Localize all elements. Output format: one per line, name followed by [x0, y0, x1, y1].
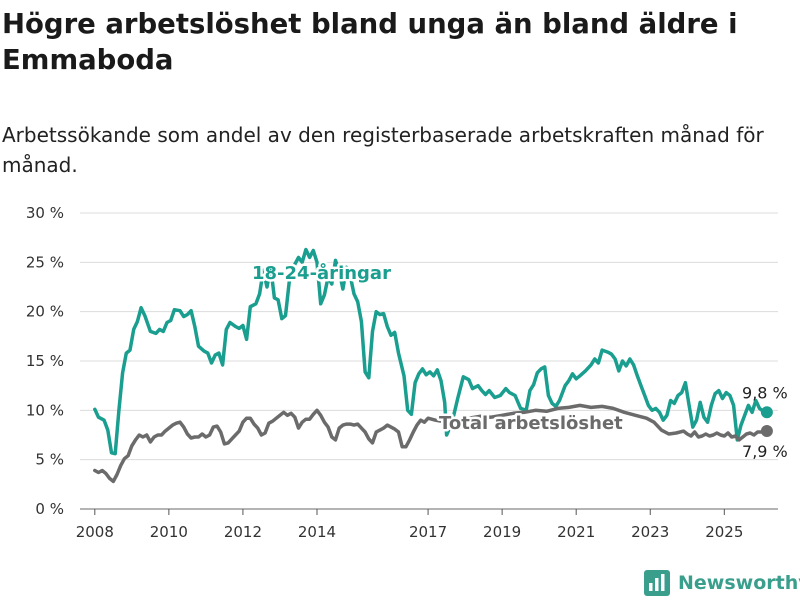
end-label-total: 7,9 %: [742, 442, 788, 461]
y-tick-label: 5 %: [35, 451, 64, 469]
x-tick-label: 2023: [631, 523, 669, 541]
y-tick-label: 15 %: [26, 352, 64, 370]
x-tick-label: 2025: [705, 523, 743, 541]
series-labels: 9,8 %7,9 %18-24-åringar18-24-åringarTota…: [250, 260, 788, 462]
y-tick-label: 10 %: [26, 401, 64, 419]
x-tick-label: 2014: [298, 523, 336, 541]
series-label-total: Total arbetslöshet: [439, 413, 623, 434]
newsworthy-logo-icon: [644, 570, 670, 596]
series-label-young: 18-24-åringar: [252, 262, 391, 284]
series-end-dot-0: [760, 406, 773, 419]
line-chart: 0 %5 %10 %15 %20 %25 %30 % 2008 2010 2012 2…: [26, 204, 788, 541]
x-tick-label: 2008: [76, 523, 114, 541]
series-label-total-halo: Total arbetslöshet: [439, 413, 623, 434]
series-lines: [93, 247, 773, 484]
x-tick-label: 2010: [150, 523, 188, 541]
x-tick-label: 2017: [409, 523, 447, 541]
brand-name: Newsworthy: [678, 572, 800, 594]
gridlines: [80, 212, 778, 510]
x-tick-label: 2019: [483, 523, 521, 541]
brand-logo: Newsworthy: [644, 570, 800, 596]
y-tick-label: 25 %: [26, 253, 64, 271]
y-tick-label: 0 %: [35, 500, 64, 518]
end-label-young: 9,8 %: [742, 383, 788, 402]
series-label-young-halo: 18-24-åringar: [252, 262, 391, 284]
x-axis: 2008 2010 2012 2014 2017 2019 2021 2023 2025: [76, 509, 743, 541]
series-end-dot-1: [760, 425, 773, 438]
chart-subtitle: Arbetssökande som andel av den registerb…: [2, 123, 764, 177]
series-line-1: [93, 403, 769, 484]
y-tick-label: 20 %: [26, 303, 64, 321]
y-tick-label: 30 %: [26, 204, 64, 222]
x-tick-label: 2012: [224, 523, 262, 541]
x-tick-label: 2021: [557, 523, 595, 541]
y-axis: 0 % 5 % 10 % 15 % 20 % 25 % 30 %: [26, 204, 64, 518]
chart-title: Högre arbetslöshet bland unga än bland ä…: [2, 8, 738, 76]
series-line-0: [93, 247, 769, 456]
